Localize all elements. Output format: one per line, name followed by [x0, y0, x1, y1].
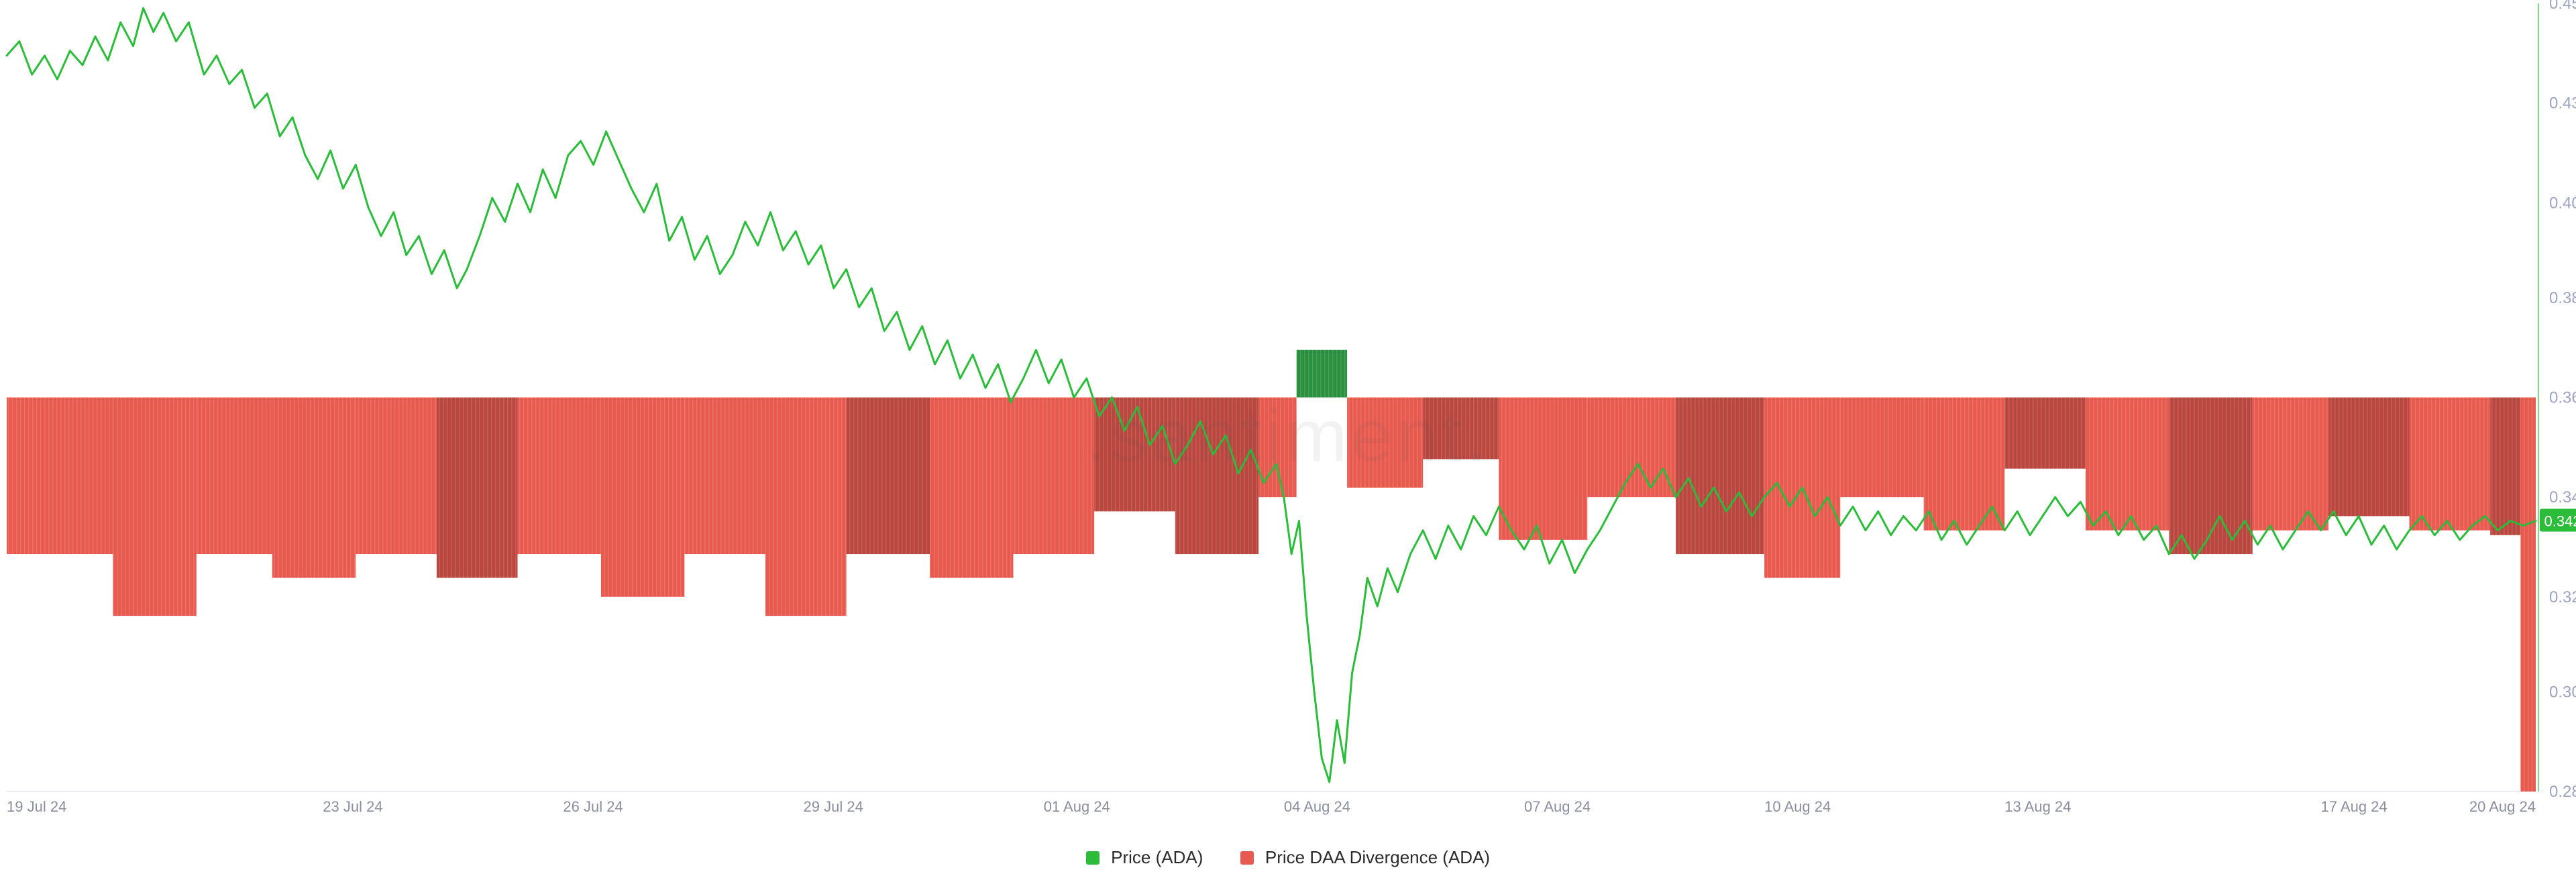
- svg-text:07 Aug 24: 07 Aug 24: [1524, 798, 1591, 815]
- legend-label-price: Price (ADA): [1111, 847, 1203, 867]
- svg-text:0.409: 0.409: [2549, 194, 2576, 212]
- svg-text:10 Aug 24: 10 Aug 24: [1764, 798, 1831, 815]
- svg-text:0.347: 0.347: [2549, 488, 2576, 506]
- chart-container: 0.285 0.306 0.326 0.347 0.368 0.389 0.409 0.43 0…: [0, 0, 2576, 872]
- svg-text:13 Aug 24: 13 Aug 24: [2004, 798, 2071, 815]
- svg-text:0.368: 0.368: [2549, 389, 2576, 407]
- legend-label-divergence: Price DAA Divergence (ADA): [1265, 847, 1490, 867]
- svg-text:20 Aug 24: 20 Aug 24: [2469, 798, 2536, 815]
- svg-text:04 Aug 24: 04 Aug 24: [1284, 798, 1350, 815]
- chart-legend: Price (ADA) Price DAA Divergence (ADA): [0, 847, 2576, 868]
- legend-item-divergence: Price DAA Divergence (ADA): [1240, 847, 1490, 868]
- svg-text:01 Aug 24: 01 Aug 24: [1044, 798, 1110, 815]
- svg-text:0.285: 0.285: [2549, 783, 2576, 801]
- svg-text:0.306: 0.306: [2549, 683, 2576, 701]
- price-chart[interactable]: 0.285 0.306 0.326 0.347 0.368 0.389 0.409 0.43 0…: [0, 0, 2576, 872]
- legend-item-price: Price (ADA): [1086, 847, 1203, 868]
- svg-text:0.326: 0.326: [2549, 588, 2576, 606]
- svg-text:26 Jul 24: 26 Jul 24: [563, 798, 623, 815]
- svg-text:0.451: 0.451: [2549, 0, 2576, 13]
- svg-text:23 Jul 24: 23 Jul 24: [323, 798, 382, 815]
- svg-text:19 Jul 24: 19 Jul 24: [7, 798, 66, 815]
- legend-swatch-divergence: [1240, 851, 1254, 865]
- svg-text:0.43: 0.43: [2549, 95, 2576, 113]
- svg-text:17 Aug 24: 17 Aug 24: [2321, 798, 2387, 815]
- svg-text:0.389: 0.389: [2549, 289, 2576, 307]
- svg-text:29 Jul 24: 29 Jul 24: [804, 798, 863, 815]
- legend-swatch-price: [1086, 851, 1099, 865]
- svg-text:0.342: 0.342: [2544, 513, 2576, 530]
